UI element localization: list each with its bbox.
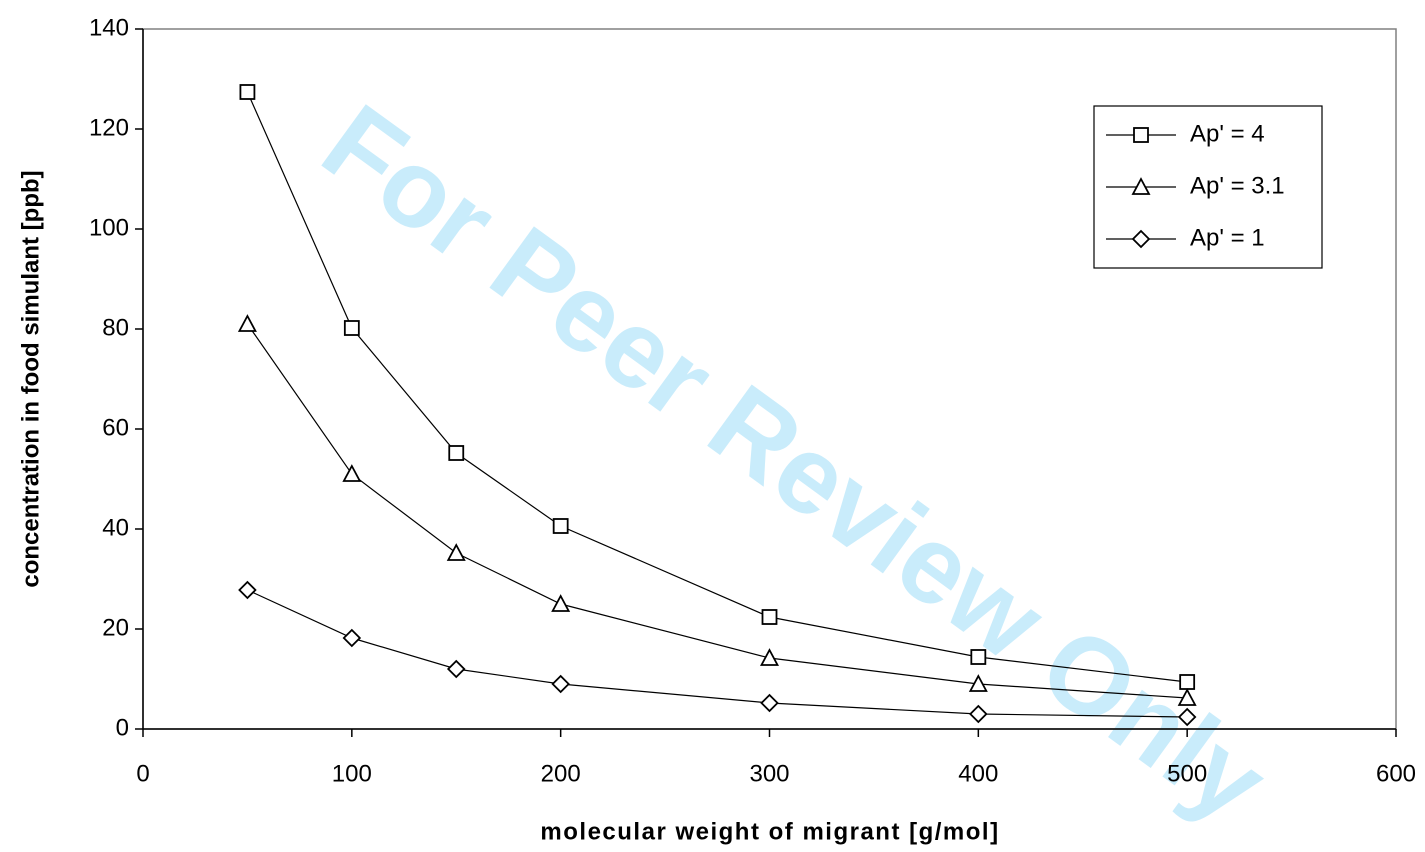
x-tick-label: 300 — [749, 760, 789, 787]
legend-marker — [1133, 127, 1149, 143]
data-point — [1177, 688, 1197, 706]
data-point — [1179, 674, 1196, 690]
data-point — [342, 628, 362, 648]
data-point — [446, 543, 466, 561]
y-tick-label: 20 — [102, 614, 129, 641]
data-point — [343, 320, 360, 336]
data-point — [761, 609, 778, 625]
y-tick-label: 100 — [89, 214, 129, 241]
data-point — [342, 464, 362, 482]
legend-marker — [1131, 229, 1151, 249]
data-point — [968, 674, 988, 692]
data-point — [970, 649, 987, 665]
legend-marker — [1131, 177, 1151, 195]
y-tick-label: 60 — [102, 414, 129, 441]
y-tick-label: 40 — [102, 514, 129, 541]
data-point — [446, 659, 466, 679]
data-point — [552, 518, 569, 534]
data-point — [1177, 707, 1197, 727]
data-point — [551, 594, 571, 612]
y-tick-label: 0 — [116, 714, 129, 741]
data-point — [969, 704, 988, 724]
x-tick-label: 100 — [332, 760, 372, 787]
legend-label: Ap' = 1 — [1190, 224, 1265, 251]
x-tick-label: 0 — [136, 760, 149, 787]
y-tick-label: 120 — [89, 114, 129, 141]
x-axis-title: molecular weight of migrant [g/mol] — [540, 818, 999, 845]
legend-label: Ap' = 4 — [1190, 120, 1265, 147]
data-point — [238, 580, 257, 600]
data-point — [237, 314, 257, 332]
x-tick-label: 200 — [541, 760, 581, 787]
x-tick-label: 400 — [958, 760, 998, 787]
data-point — [239, 84, 256, 100]
x-tick-label: 500 — [1167, 760, 1207, 787]
y-axis-title: concentration in food simulant [ppb] — [17, 170, 44, 587]
data-point — [551, 674, 570, 694]
y-tick-label: 80 — [102, 314, 129, 341]
data-point — [760, 693, 779, 713]
x-tick-label: 600 — [1376, 760, 1416, 787]
data-point — [760, 648, 779, 666]
legend-label: Ap' = 3.1 — [1190, 172, 1285, 199]
y-tick-label: 140 — [89, 14, 129, 41]
data-point — [448, 445, 465, 461]
